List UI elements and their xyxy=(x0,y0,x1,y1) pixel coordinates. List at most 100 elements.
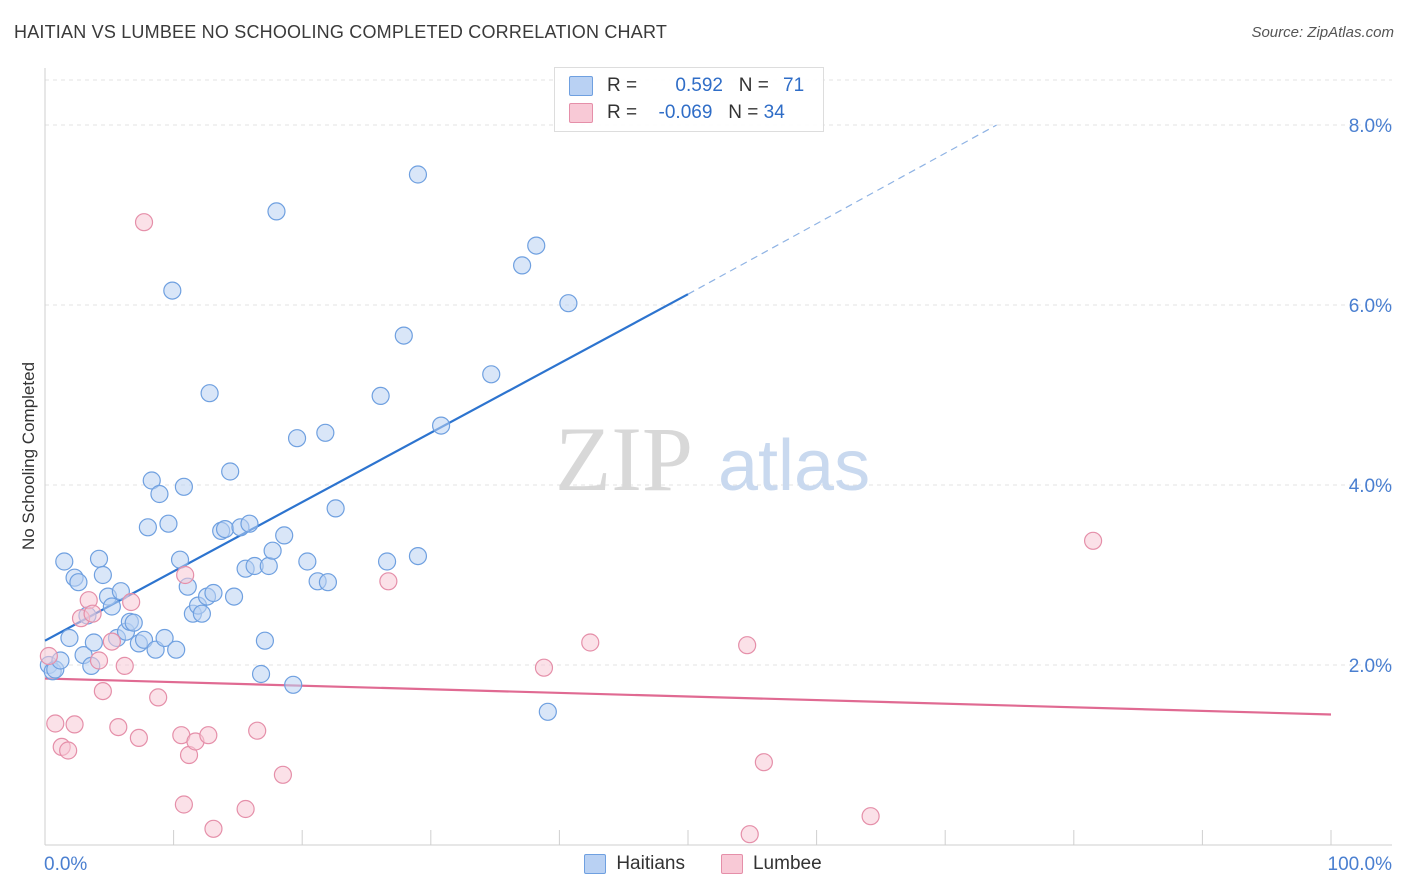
point-haitians xyxy=(240,514,259,533)
point-lumbee xyxy=(204,819,223,838)
point-haitians xyxy=(482,365,501,384)
point-lumbee xyxy=(83,604,102,623)
y-tick-label: 6.0% xyxy=(1349,296,1392,317)
legend-row-lumbee: R = -0.069 N = 34 xyxy=(555,101,794,125)
x-tick-label-min: 0.0% xyxy=(44,854,87,875)
point-haitians xyxy=(192,604,211,623)
point-haitians xyxy=(538,702,557,721)
point-lumbee xyxy=(149,688,168,707)
point-haitians xyxy=(150,484,169,504)
y-tick-label: 4.0% xyxy=(1349,476,1392,497)
point-lumbee xyxy=(109,717,128,737)
axes-layer: 2.0% 4.0% 6.0% 8.0% xyxy=(44,68,1392,846)
point-haitians xyxy=(559,294,578,313)
series-swatch-lumbee xyxy=(720,854,743,874)
point-lumbee xyxy=(738,636,757,655)
point-lumbee xyxy=(122,592,141,612)
point-haitians xyxy=(60,628,79,648)
point-haitians xyxy=(124,613,143,632)
point-haitians xyxy=(371,386,390,405)
watermark: ZIP atlas xyxy=(555,408,870,510)
point-haitians xyxy=(200,384,219,403)
point-lumbee xyxy=(534,658,554,677)
point-lumbee xyxy=(59,741,78,760)
watermark-zip: ZIP xyxy=(555,408,693,510)
point-lumbee xyxy=(134,213,154,232)
legend-n-value-lumbee: 34 xyxy=(763,102,785,123)
point-haitians xyxy=(174,477,193,496)
point-haitians xyxy=(298,552,317,571)
x-tick-label-max: 100.0% xyxy=(1328,854,1393,875)
point-haitians xyxy=(215,519,235,539)
point-haitians xyxy=(93,565,112,585)
legend-r-label: R = xyxy=(607,102,638,123)
point-lumbee xyxy=(46,714,65,733)
y-axis-label: No Schooling Completed xyxy=(19,362,38,550)
point-haitians xyxy=(204,583,223,603)
trend-layer xyxy=(44,124,1332,716)
point-lumbee xyxy=(39,646,58,666)
point-lumbee xyxy=(248,721,267,740)
point-lumbee xyxy=(174,795,193,814)
point-haitians xyxy=(255,631,275,650)
series-legend: Haitians Lumbee xyxy=(0,850,1406,878)
chart-title: HAITIAN VS LUMBEE NO SCHOOLING COMPLETED… xyxy=(14,22,668,42)
point-haitians xyxy=(326,499,345,518)
points-layer xyxy=(39,165,1103,844)
point-haitians xyxy=(89,549,109,568)
point-haitians xyxy=(142,471,161,490)
legend-n-label: N = xyxy=(738,75,769,96)
trendline-lumbee xyxy=(44,677,1332,716)
point-lumbee xyxy=(1083,531,1103,550)
point-haitians xyxy=(259,556,278,576)
point-haitians xyxy=(408,546,428,566)
point-lumbee xyxy=(861,807,880,826)
point-haitians xyxy=(134,630,154,649)
point-haitians xyxy=(221,462,240,481)
point-lumbee xyxy=(273,765,293,784)
point-haitians xyxy=(284,675,303,694)
point-haitians xyxy=(102,597,121,616)
series-label-lumbee: Lumbee xyxy=(752,853,822,874)
point-lumbee xyxy=(379,572,398,591)
legend-swatch-lumbee xyxy=(569,103,593,123)
correlation-legend: R = 0.592 N = 71 R = -0.069 N = 34 xyxy=(554,67,824,132)
point-haitians xyxy=(287,429,307,448)
point-haitians xyxy=(251,664,271,684)
point-haitians xyxy=(224,587,244,606)
point-haitians xyxy=(138,518,157,537)
point-haitians xyxy=(167,640,186,659)
point-haitians xyxy=(377,552,397,571)
series-swatch-haitians xyxy=(584,854,607,874)
legend-n-label: N = xyxy=(728,102,759,123)
series-legend-haitians[interactable]: Haitians xyxy=(584,853,685,875)
point-haitians xyxy=(267,202,286,221)
legend-r-value-lumbee: -0.069 xyxy=(658,102,713,123)
point-haitians xyxy=(275,526,294,545)
point-haitians xyxy=(394,326,413,345)
watermark-atlas: atlas xyxy=(718,426,870,506)
series-legend-lumbee[interactable]: Lumbee xyxy=(720,853,822,875)
point-haitians xyxy=(408,165,428,184)
point-haitians xyxy=(316,423,335,442)
point-lumbee xyxy=(115,656,134,676)
point-lumbee xyxy=(581,633,600,652)
point-haitians xyxy=(155,628,174,648)
point-lumbee xyxy=(102,632,121,651)
legend-r-label: R = xyxy=(607,75,638,96)
point-lumbee xyxy=(754,753,773,772)
point-lumbee xyxy=(93,681,112,701)
point-haitians xyxy=(527,236,546,255)
point-lumbee xyxy=(129,728,148,748)
trendline-haitians xyxy=(44,293,689,642)
y-tick-label: 2.0% xyxy=(1349,656,1392,677)
point-lumbee xyxy=(176,565,195,585)
point-lumbee xyxy=(236,799,255,819)
y-tick-label: 8.0% xyxy=(1349,116,1392,137)
point-lumbee xyxy=(740,825,759,844)
series-label-haitians: Haitians xyxy=(616,853,685,874)
point-haitians xyxy=(55,552,74,571)
point-haitians xyxy=(84,633,103,652)
legend-swatch-haitians xyxy=(569,76,593,96)
